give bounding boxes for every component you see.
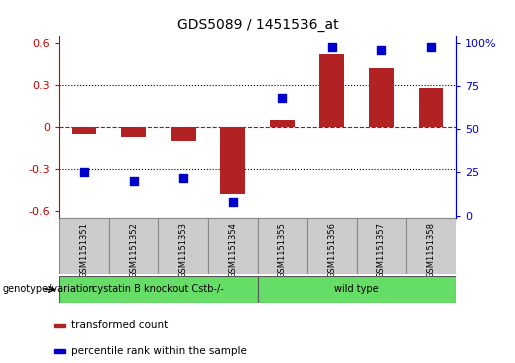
Bar: [171, 127, 196, 141]
Text: wild type: wild type: [334, 285, 379, 294]
Text: genotype/variation: genotype/variation: [3, 285, 95, 294]
Text: GSM1151352: GSM1151352: [129, 222, 138, 278]
Bar: [72, 127, 96, 134]
Bar: [406, 218, 456, 274]
Bar: [356, 218, 406, 274]
Bar: [258, 218, 307, 274]
Bar: [258, 276, 456, 303]
Bar: [307, 218, 356, 274]
Text: GSM1151357: GSM1151357: [377, 222, 386, 278]
Point: [80, 170, 88, 175]
Title: GDS5089 / 1451536_at: GDS5089 / 1451536_at: [177, 19, 338, 33]
Text: GSM1151356: GSM1151356: [328, 222, 336, 278]
Bar: [419, 88, 443, 127]
Point: [179, 175, 187, 180]
Bar: [59, 218, 109, 274]
Bar: [319, 54, 344, 127]
Text: GSM1151355: GSM1151355: [278, 222, 287, 278]
Point: [229, 199, 237, 205]
Text: percentile rank within the sample: percentile rank within the sample: [71, 346, 247, 356]
Text: cystatin B knockout Cstb-/-: cystatin B knockout Cstb-/-: [93, 285, 224, 294]
Point: [129, 178, 138, 184]
Bar: [208, 218, 258, 274]
Bar: [59, 276, 258, 303]
Point: [278, 95, 286, 101]
Bar: [270, 120, 295, 127]
Point: [328, 44, 336, 49]
Text: GSM1151353: GSM1151353: [179, 222, 187, 278]
Bar: [220, 127, 245, 194]
Text: GSM1151354: GSM1151354: [228, 222, 237, 278]
Bar: [54, 323, 64, 327]
Point: [427, 44, 435, 49]
Text: GSM1151351: GSM1151351: [79, 222, 89, 278]
Bar: [369, 68, 394, 127]
Point: [377, 47, 386, 53]
Text: GSM1151358: GSM1151358: [426, 222, 436, 278]
Text: transformed count: transformed count: [71, 321, 168, 330]
Bar: [109, 218, 159, 274]
Bar: [159, 218, 208, 274]
Bar: [121, 127, 146, 137]
Bar: [54, 349, 64, 353]
